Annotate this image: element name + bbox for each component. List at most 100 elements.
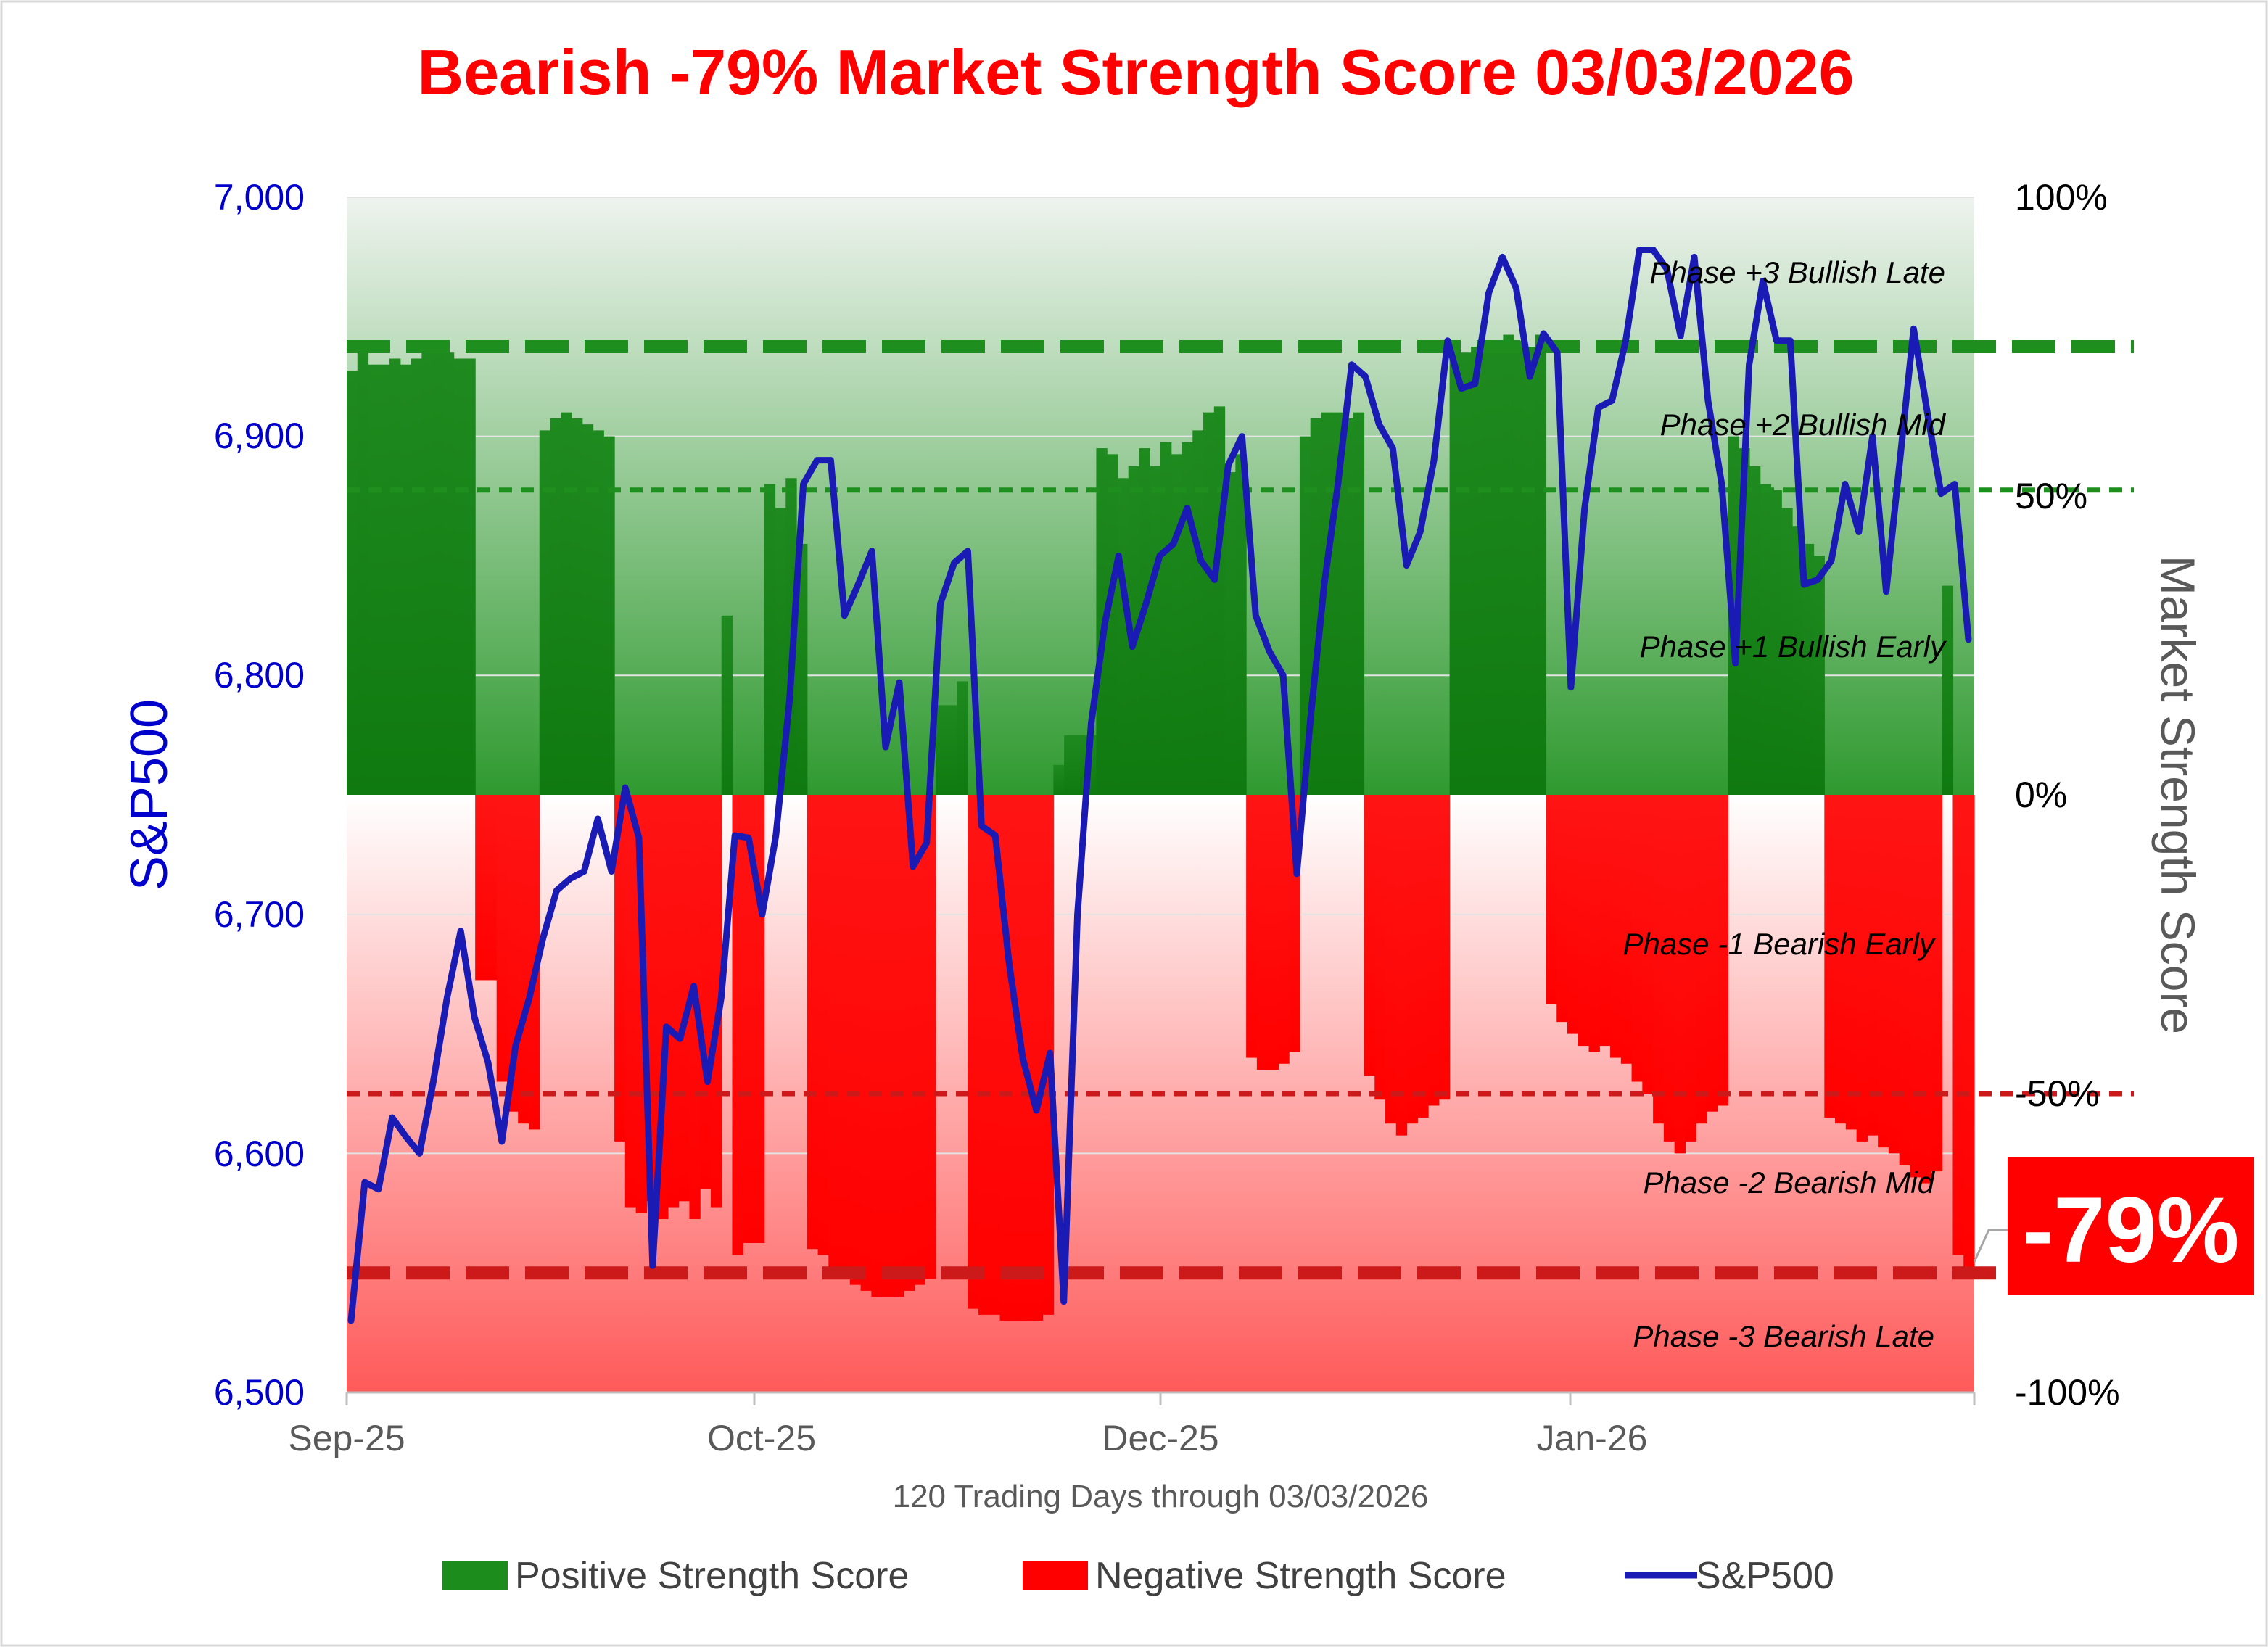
- positive-strength-bar: [796, 543, 808, 795]
- negative-strength-bar: [989, 795, 1001, 1315]
- positive-strength-bar: [1524, 347, 1536, 795]
- negative-strength-bar: [1364, 795, 1375, 1076]
- right-axis-title: Market Strength Score: [2151, 556, 2205, 1034]
- negative-strength-bar: [1931, 795, 1943, 1172]
- chart-title: Bearish -79% Market Strength Score 03/03…: [418, 36, 1855, 108]
- negative-strength-bar: [1921, 795, 1932, 1184]
- left-tick-label: 6,700: [214, 894, 305, 935]
- positive-strength-bar: [1107, 454, 1118, 795]
- negative-strength-bar: [978, 795, 990, 1315]
- positive-strength-bar: [400, 364, 412, 796]
- x-tick-label: Sep-25: [288, 1418, 405, 1458]
- positive-strength-bar: [1449, 352, 1461, 795]
- positive-strength-bar: [1802, 543, 1815, 795]
- negative-strength-bar: [1631, 795, 1643, 1082]
- positive-strength-bar: [935, 705, 947, 795]
- negative-strength-bar: [496, 795, 508, 1082]
- phase-label: Phase +1 Bullish Early: [1640, 630, 1947, 664]
- negative-strength-bar: [1588, 795, 1600, 1052]
- positive-strength-bar: [957, 681, 968, 795]
- positive-strength-bar: [1128, 466, 1140, 795]
- negative-strength-bar: [710, 795, 722, 1208]
- negative-strength-bar: [1246, 795, 1258, 1058]
- positive-strength-bar: [1171, 454, 1183, 795]
- negative-strength-bar: [475, 795, 487, 981]
- strength-score-bars: [347, 334, 1975, 1321]
- positive-strength-bar: [464, 358, 476, 796]
- positive-strength-bar: [357, 347, 369, 795]
- negative-strength-bar: [1910, 795, 1921, 1178]
- positive-strength-bar: [347, 370, 358, 796]
- negative-strength-bar: [1824, 795, 1836, 1118]
- positive-strength-bar: [421, 352, 433, 795]
- right-tick-label: -50%: [2015, 1073, 2100, 1114]
- negative-strength-bar: [1406, 795, 1418, 1124]
- negative-strength-bar: [817, 795, 829, 1255]
- negative-strength-bar: [1717, 795, 1729, 1106]
- negative-strength-bar: [1952, 795, 1964, 1255]
- x-tick-label: Dec-25: [1102, 1418, 1218, 1458]
- positive-strength-bar: [368, 364, 379, 796]
- negative-strength-bar: [1888, 795, 1900, 1154]
- negative-strength-bar: [892, 795, 904, 1297]
- positive-strength-bar: [1074, 735, 1086, 795]
- positive-strength-bar: [1514, 340, 1525, 795]
- negative-strength-bar: [1878, 795, 1889, 1148]
- positive-strength-bar: [1203, 412, 1215, 795]
- positive-strength-bar: [775, 508, 786, 795]
- x-axis-title: 120 Trading Days through 03/03/2026: [893, 1479, 1429, 1514]
- positive-strength-bar: [1224, 472, 1236, 795]
- negative-strength-bar: [849, 795, 862, 1285]
- negative-strength-bar: [1899, 795, 1911, 1165]
- negative-strength-bar: [1599, 795, 1611, 1047]
- positive-strength-bar: [1213, 406, 1226, 795]
- positive-strength-bar: [1770, 490, 1782, 795]
- left-tick-label: 6,800: [214, 655, 305, 695]
- positive-strength-bar: [582, 424, 594, 795]
- negative-strength-bar: [1963, 795, 1975, 1267]
- negative-strength-bar: [1835, 795, 1847, 1124]
- phase-label: Phase -2 Bearish Mid: [1643, 1165, 1935, 1200]
- right-tick-label: 100%: [2015, 177, 2108, 218]
- current-score-pointer: [1973, 1229, 2008, 1263]
- negative-strength-bar: [624, 795, 637, 1208]
- negative-strength-bar: [1610, 795, 1622, 1058]
- x-tick-label: Jan-26: [1537, 1418, 1648, 1458]
- negative-strength-bar: [1620, 795, 1633, 1064]
- phase-label: Phase +2 Bullish Mid: [1660, 408, 1947, 442]
- negative-strength-bar: [1696, 795, 1707, 1124]
- positive-strength-bar: [550, 418, 561, 795]
- negative-strength-bar: [743, 795, 754, 1243]
- x-axis-tick-marks: [345, 1392, 1976, 1405]
- negative-strength-bar: [1417, 795, 1429, 1118]
- phase-label: Phase -1 Bearish Early: [1622, 927, 1937, 961]
- positive-strength-bar: [1192, 430, 1204, 795]
- negative-strength-bar: [1267, 795, 1279, 1070]
- sp500-line: [347, 247, 1972, 1324]
- positive-strength-bar: [1342, 418, 1354, 795]
- positive-strength-bar: [1813, 556, 1825, 795]
- positive-strength-bar: [1535, 334, 1547, 795]
- positive-strength-bar: [1321, 412, 1332, 795]
- negative-strength-bar: [968, 795, 979, 1309]
- negative-strength-bar: [1374, 795, 1386, 1100]
- positive-strength-bar: [1481, 340, 1493, 795]
- left-tick-label: 6,500: [214, 1372, 305, 1413]
- negative-strength-bar: [614, 795, 626, 1142]
- negative-strength-bar: [1385, 795, 1397, 1124]
- negative-strength-bar: [1856, 795, 1868, 1142]
- negative-strength-bar: [1653, 795, 1665, 1124]
- right-tick-label: -100%: [2015, 1372, 2120, 1413]
- negative-strength-bar: [828, 795, 840, 1279]
- positive-strength-bar: [379, 364, 390, 796]
- positive-strength-bar: [764, 484, 776, 795]
- positive-strength-bar: [1139, 448, 1150, 795]
- negative-strength-bar: [1706, 795, 1718, 1112]
- positive-strength-bar: [442, 352, 455, 795]
- x-tick-label: Oct-25: [707, 1418, 816, 1458]
- current-score-label: -79%: [2023, 1179, 2240, 1282]
- negative-strength-bar: [1256, 795, 1269, 1070]
- right-tick-label: 50%: [2015, 476, 2087, 516]
- positive-strength-bar: [1353, 412, 1365, 795]
